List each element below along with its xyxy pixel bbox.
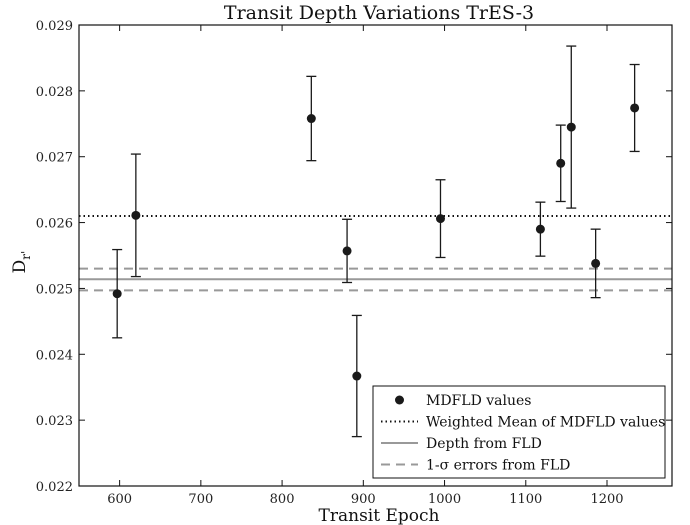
data-point-0 (112, 289, 122, 299)
y-tick-label-3: 0.025 (36, 282, 73, 297)
y-tick-label-5: 0.027 (36, 151, 73, 166)
data-point-1 (131, 210, 141, 220)
x-tick-label-0: 600 (107, 492, 132, 507)
plot-frame (78, 24, 673, 487)
data-point-8 (566, 122, 576, 132)
x-axis-label: Transit Epoch (319, 506, 440, 525)
x-tick-label-2: 800 (270, 492, 295, 507)
data-point-5 (435, 214, 445, 224)
legend-label-3: 1-σ errors from FLD (426, 458, 570, 474)
x-tick-label-1: 700 (188, 492, 213, 507)
data-point-6 (535, 224, 545, 234)
legend-marker-mdfld (395, 395, 404, 405)
data-point-7 (556, 158, 566, 168)
legend-box (372, 385, 666, 479)
x-tick-label-4: 1000 (428, 492, 461, 507)
data-point-2 (306, 114, 316, 124)
legend-label-0: MDFLD values (426, 393, 531, 409)
data-point-9 (591, 258, 601, 268)
y-tick-label-1: 0.023 (36, 414, 73, 429)
data-point-3 (342, 246, 352, 256)
y-tick-label-7: 0.029 (36, 19, 73, 34)
y-tick-label-4: 0.026 (36, 217, 73, 232)
y-tick-label-0: 0.022 (36, 480, 73, 495)
x-tick-label-3: 900 (351, 492, 376, 507)
x-tick-label-5: 1100 (509, 492, 542, 507)
legend-label-1: Weighted Mean of MDFLD values (426, 415, 665, 431)
x-tick-label-6: 1200 (590, 492, 623, 507)
y-tick-label-2: 0.024 (36, 348, 73, 363)
y-tick-label-6: 0.028 (36, 85, 73, 100)
chart-title: Transit Depth Variations TrES-3 (224, 2, 534, 24)
data-point-4 (352, 371, 362, 381)
data-point-10 (630, 103, 640, 113)
legend-label-2: Depth from FLD (426, 436, 542, 452)
plot-area: 600 700 800 900 1000 1100 1200 0.022 0.023 0.024 0… (36, 19, 673, 507)
legend: MDFLD values Weighted Mean of MDFLD value… (372, 385, 666, 479)
